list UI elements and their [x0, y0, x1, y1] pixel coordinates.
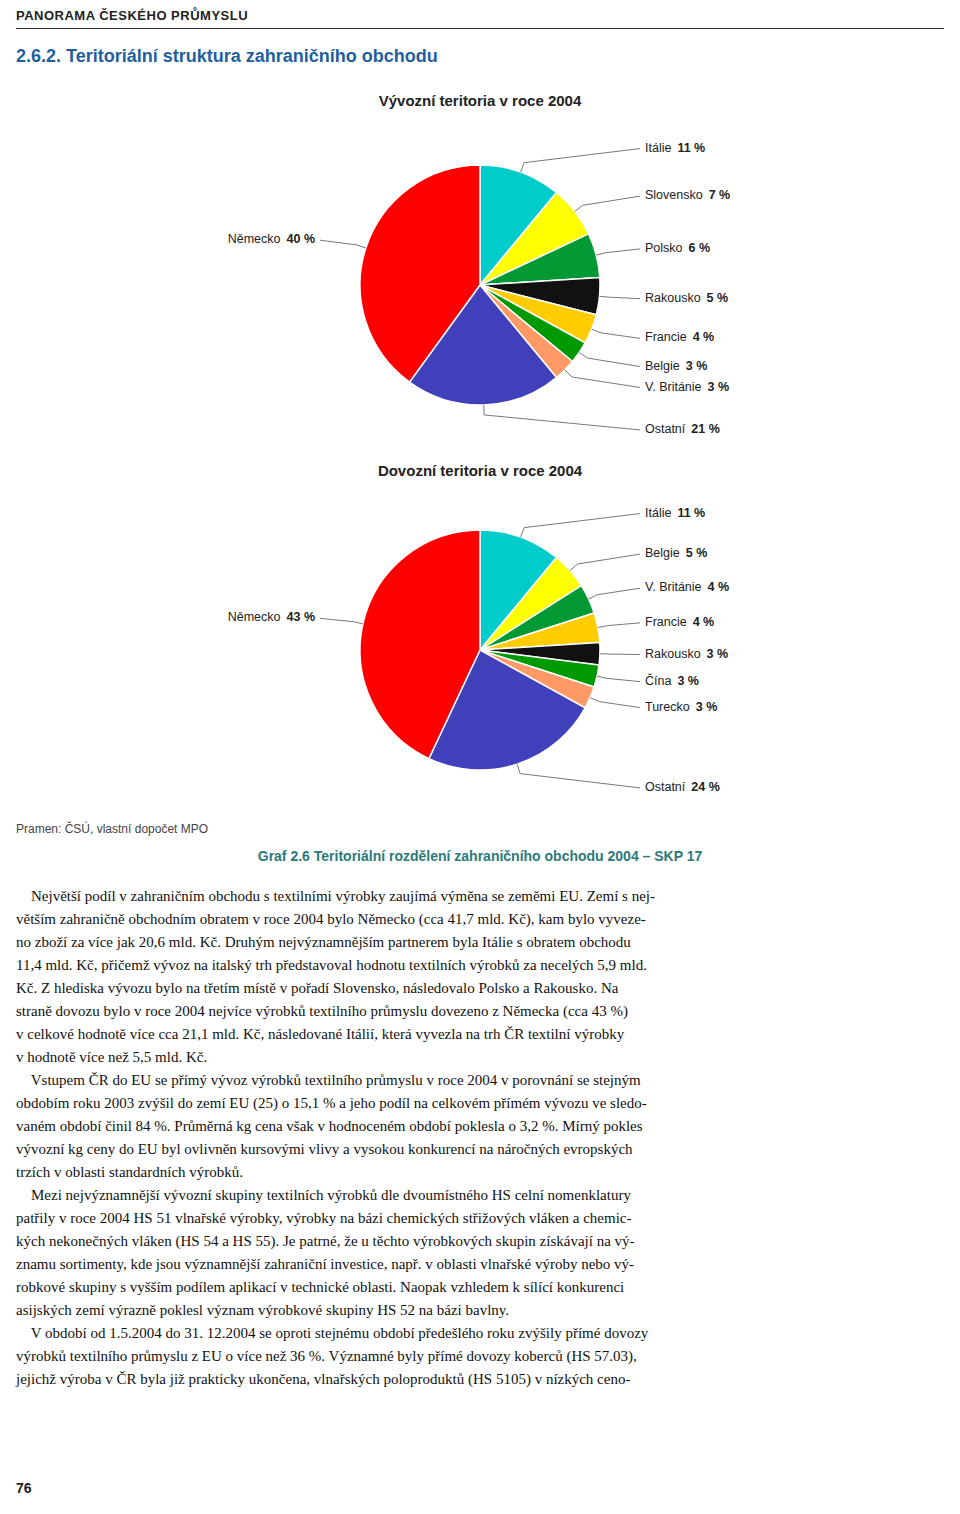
slice-value: 4 % [708, 581, 730, 595]
slice-label: Turecko 3 % [645, 700, 717, 714]
leader-line [575, 196, 640, 211]
leader-line [320, 618, 363, 623]
leader-line [521, 514, 640, 538]
leader-line [484, 405, 640, 430]
slice-value: 3 % [677, 674, 699, 688]
slice-label: Ostatní 21 % [645, 422, 720, 436]
leader-line [565, 370, 640, 388]
slices [360, 165, 600, 405]
slice-label: Itálie 11 % [645, 141, 705, 155]
slice-name: Rakousko [645, 291, 701, 305]
leader-line [598, 623, 640, 628]
pie-chart: Itálie 11 % Slovensko 7 % Polsko 6 % Rakousko 5… [0, 120, 960, 450]
section-title: 2.6.2. Teritoriální struktura zahraniční… [16, 46, 438, 67]
leader-line [589, 588, 640, 599]
pie-chart: Itálie11 %Belgie5 %V. Británie4 %Francie… [0, 490, 960, 810]
slice-label: V. Británie 3 % [645, 380, 729, 394]
leader-line [521, 149, 640, 173]
slice-name: Francie [645, 615, 687, 629]
figure-label: Graf 2.6 Teritoriální rozdělení zahranič… [0, 848, 960, 864]
slice-label: Slovensko 7 % [645, 188, 730, 202]
slice-value: 5 % [686, 546, 708, 560]
slice-value: 6 % [689, 241, 711, 255]
slice-name: Francie [645, 331, 687, 345]
leader-line [592, 329, 640, 338]
slice-value: 4 % [693, 615, 715, 629]
slice-label: Německo 40 % [228, 232, 315, 246]
chart-title: Dovozní teritoria v roce 2004 [0, 462, 960, 479]
slice-name: Polsko [645, 241, 683, 255]
slice-value: 3 % [707, 647, 729, 661]
leader-line [579, 352, 640, 366]
pie-slice [480, 234, 600, 285]
slice-value: 24 % [691, 780, 720, 794]
caption: Pramen: ČSÚ, vlastní dopočet MPO [16, 822, 208, 836]
slice-name: Slovensko [645, 188, 703, 202]
slice-label: Ostatní 24 % [645, 780, 720, 794]
page-header: PANORAMA ČESKÉHO PRŮMYSLU [16, 8, 944, 29]
slice-name: Belgie [645, 546, 680, 560]
slice-name: Ostatní [645, 422, 686, 436]
leader-line [600, 653, 640, 655]
slice-label: Německo 43 % [228, 611, 315, 625]
slice-name: Itálie [645, 141, 671, 155]
leader-line [590, 698, 640, 708]
slice-name: V. Británie [645, 380, 702, 394]
slice-value: 11 % [677, 141, 705, 155]
leader-line [320, 240, 366, 248]
slice-label: Rakousko 5 % [645, 291, 728, 305]
slices [360, 530, 600, 770]
slice-value: 3 % [708, 380, 730, 394]
pie-slice [360, 165, 480, 382]
slice-value: 5 % [707, 291, 729, 305]
slice-name: Čína [645, 673, 671, 688]
slice-name: Ostatní [645, 780, 686, 794]
pie-slice [360, 530, 480, 759]
slice-name: Belgie [645, 359, 680, 373]
slice-name: Německo [228, 611, 281, 625]
slice-name: Turecko [645, 700, 690, 714]
slice-label: V. Británie 4 % [645, 581, 729, 595]
slice-label: Belgie 3 % [645, 359, 707, 373]
slice-value: 11 % [677, 506, 705, 520]
slice-label: Francie 4 % [645, 331, 714, 345]
leader-line [517, 764, 640, 788]
leader-line [597, 676, 640, 681]
page-number: 76 [16, 1480, 32, 1496]
slice-label: Belgie 5 % [645, 546, 707, 560]
slice-name: V. Británie [645, 581, 702, 595]
body-text: Největší podíl v zahraničním obchodu s t… [16, 885, 944, 1391]
leader-line [570, 554, 640, 571]
slice-value: 3 % [696, 700, 718, 714]
labels: Itálie11 %Belgie5 %V. Británie4 %Francie… [228, 506, 729, 794]
slice-value: 3 % [686, 359, 708, 373]
slice-name: Německo [228, 232, 281, 246]
leader-line [596, 249, 640, 255]
slice-value: 43 % [287, 611, 316, 625]
labels: Itálie 11 % Slovensko 7 % Polsko 6 % Rakousko 5… [228, 141, 731, 436]
slice-label: Polsko 6 % [645, 241, 710, 255]
slice-label: Francie 4 % [645, 615, 714, 629]
slice-label: Itálie 11 % [645, 506, 705, 520]
slice-label: Rakousko 3 % [645, 647, 728, 661]
leader-line [599, 296, 640, 298]
slice-label: Čína 3 % [645, 673, 699, 688]
slice-value: 7 % [709, 188, 731, 202]
slice-value: 40 % [287, 232, 316, 246]
slice-name: Rakousko [645, 647, 701, 661]
chart-title: Vývozní teritoria v roce 2004 [0, 92, 960, 109]
slice-value: 4 % [693, 331, 715, 345]
slice-name: Itálie [645, 506, 671, 520]
slice-value: 21 % [691, 422, 720, 436]
